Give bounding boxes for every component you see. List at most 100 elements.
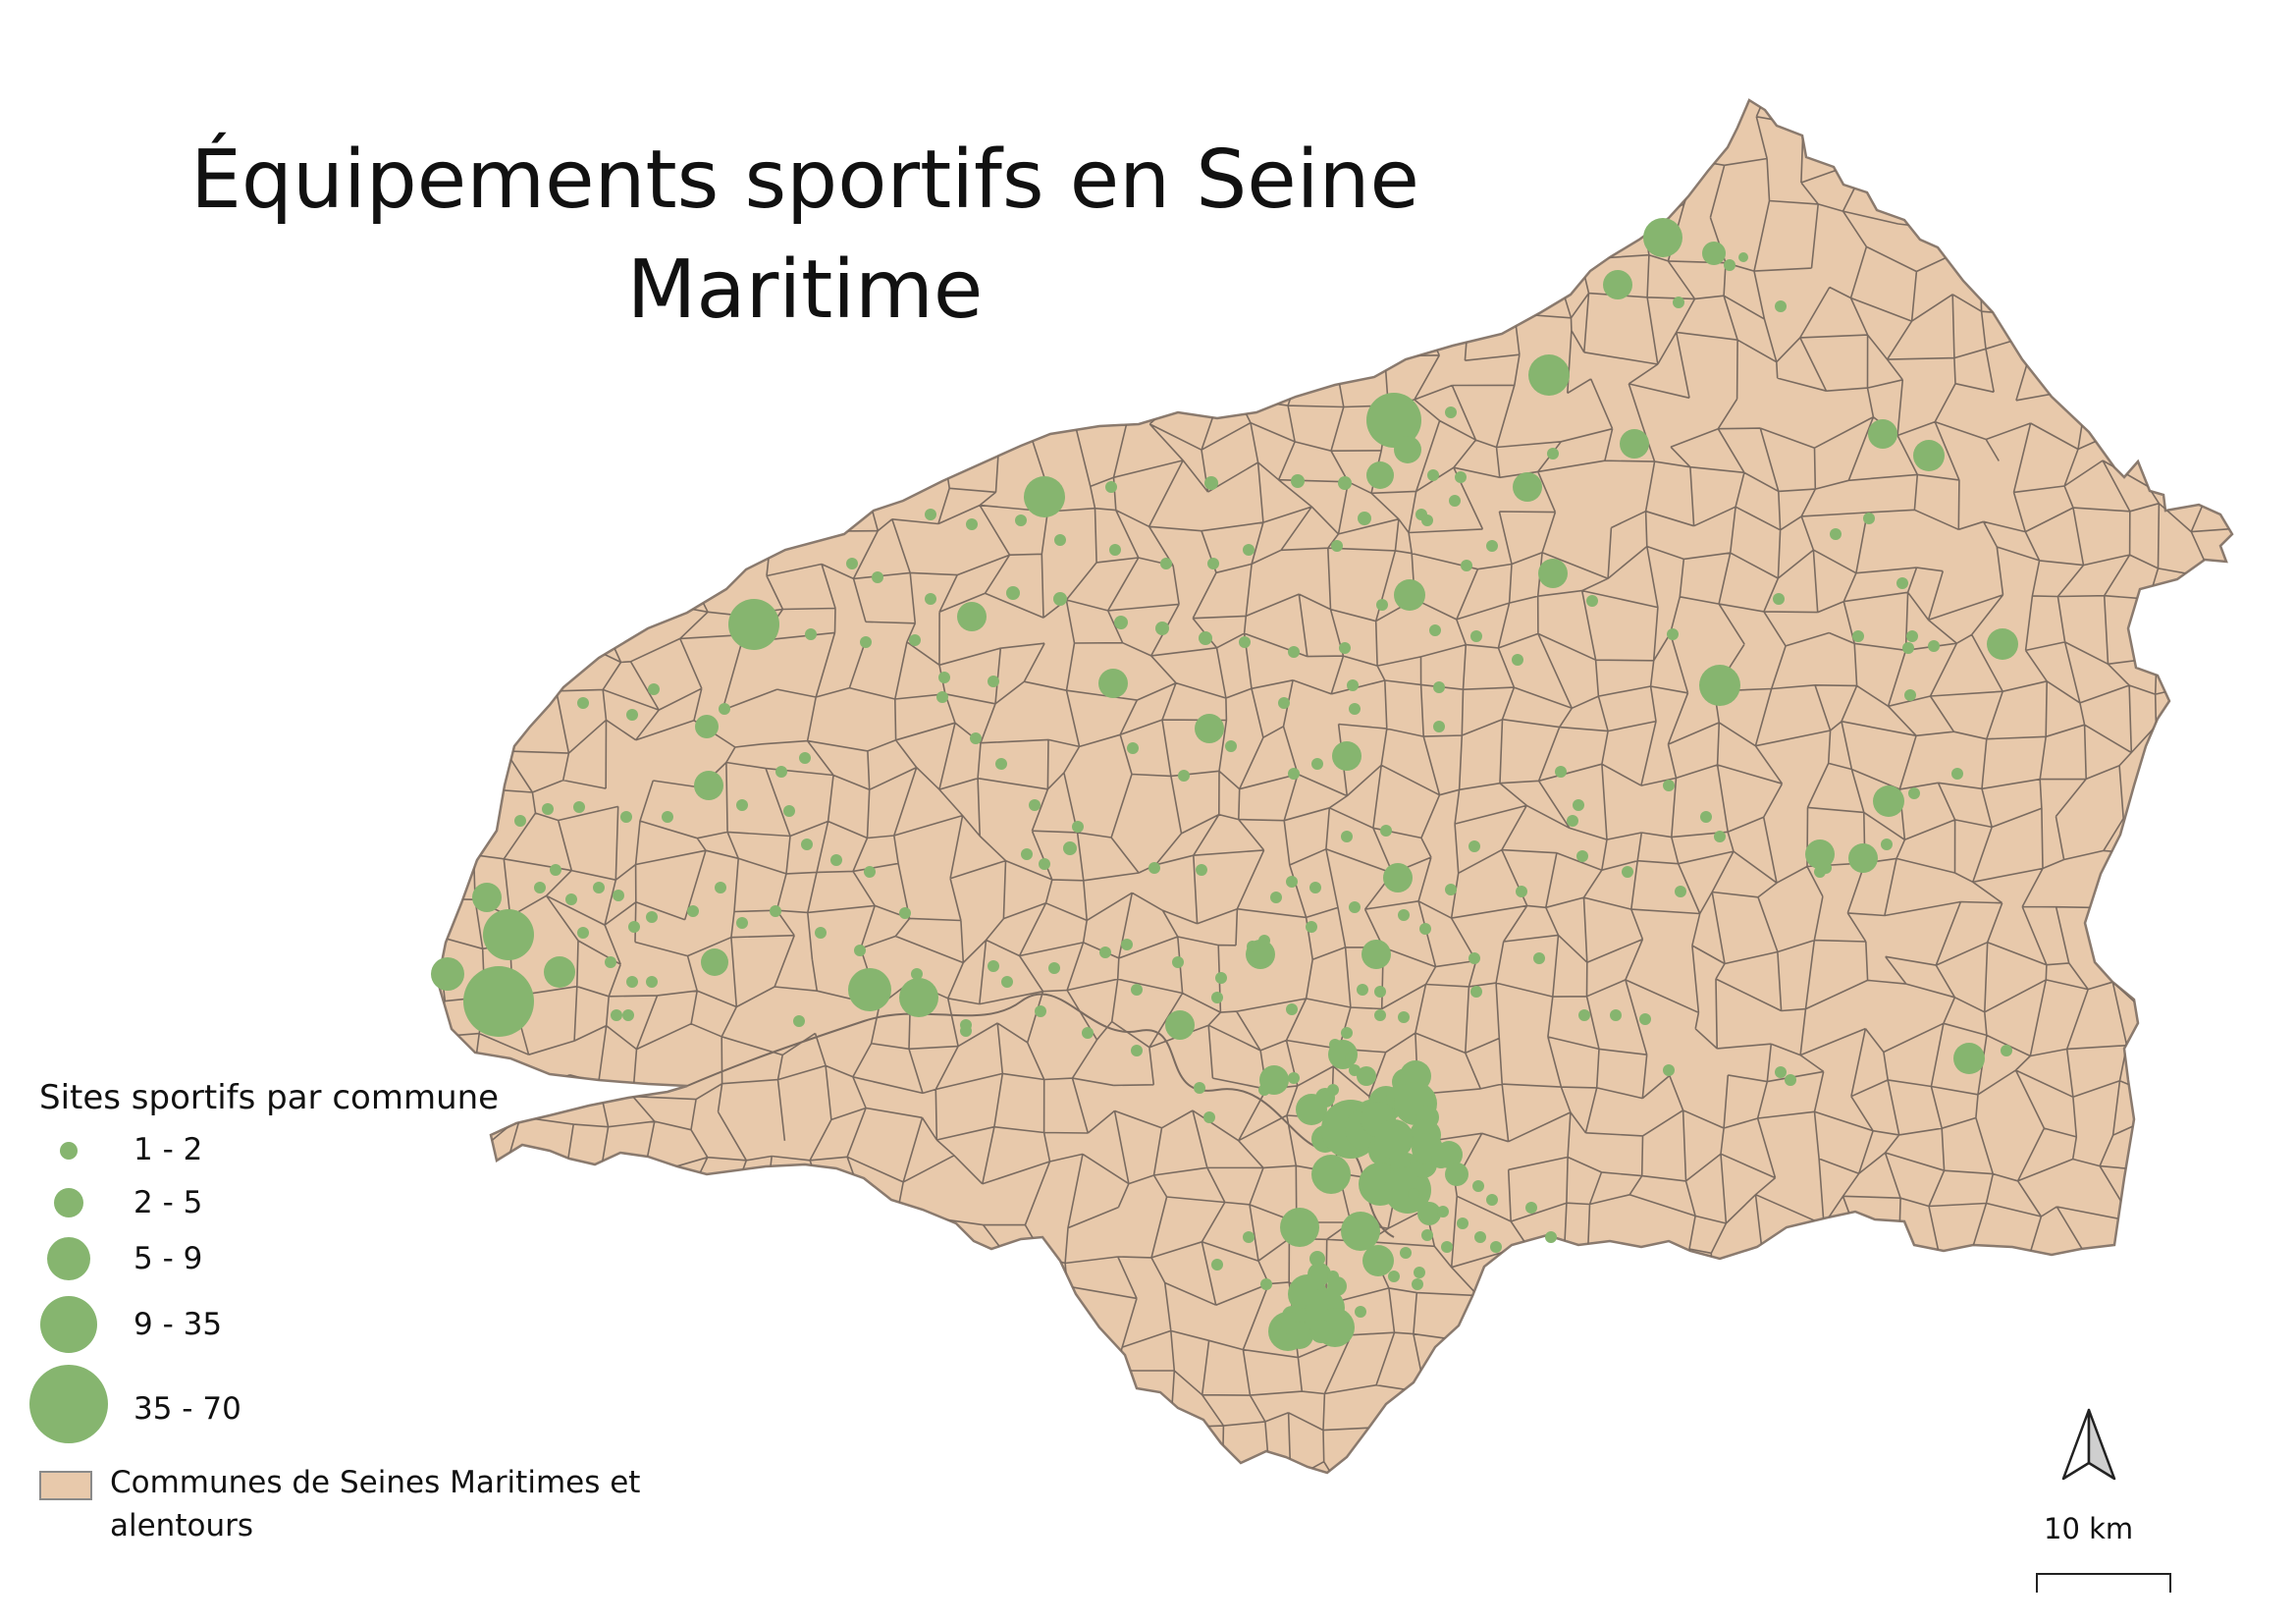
sports-site-symbol — [995, 758, 1007, 770]
sports-site-symbol — [1486, 1194, 1498, 1206]
sports-site-symbol — [1291, 474, 1305, 488]
sports-site-symbol — [1457, 1217, 1468, 1229]
sports-site-symbol — [1724, 259, 1735, 271]
sports-site-symbol — [1001, 976, 1013, 988]
sports-site-symbol — [1525, 1202, 1537, 1214]
sports-site-symbol — [1332, 741, 1362, 771]
sports-site-symbol — [1408, 1188, 1419, 1200]
sports-site-symbol — [970, 732, 982, 744]
sports-site-symbol — [1024, 476, 1065, 517]
sports-site-symbol — [938, 672, 950, 683]
sports-site-symbol — [1881, 839, 1893, 850]
sports-site-symbol — [1738, 252, 1748, 262]
sports-site-symbol — [1830, 528, 1842, 540]
sports-site-symbol — [1006, 586, 1020, 600]
sports-site-symbol — [1663, 1064, 1675, 1076]
sports-site-symbol — [1309, 1251, 1325, 1267]
sports-site-symbol — [648, 683, 660, 695]
sports-site-symbol — [1663, 780, 1675, 791]
sports-site-symbol — [1586, 595, 1598, 607]
sports-site-symbol — [1394, 436, 1421, 463]
sports-site-symbol — [1127, 742, 1139, 754]
legend-heading: Sites sportifs par commune — [39, 1078, 500, 1117]
sports-site-symbol — [1211, 992, 1223, 1003]
sports-site-symbol — [694, 771, 723, 800]
sports-site-symbol — [1278, 697, 1290, 709]
sports-site-symbol — [736, 799, 748, 811]
sports-site-symbol — [1775, 1066, 1787, 1078]
sports-site-symbol — [1376, 599, 1388, 611]
sports-site-symbol — [1215, 972, 1227, 984]
sports-site-symbol — [1380, 825, 1392, 837]
sports-site-symbol — [1286, 1322, 1313, 1349]
sports-site-symbol — [1098, 669, 1128, 698]
sports-site-symbol — [1449, 495, 1461, 507]
sports-site-symbol — [1639, 1013, 1651, 1025]
sports-site-symbol — [1533, 952, 1545, 964]
sports-site-symbol — [1178, 770, 1190, 782]
sports-site-symbol — [1035, 1005, 1046, 1017]
legend-communes-swatch — [39, 1471, 92, 1500]
sports-site-symbol — [1852, 630, 1864, 642]
sports-site-symbol — [1288, 768, 1300, 780]
sports-site-symbol — [715, 882, 726, 893]
sports-site-symbol — [1204, 476, 1218, 490]
sports-site-symbol — [1054, 534, 1066, 546]
sports-site-symbol — [1239, 636, 1251, 648]
sports-site-symbol — [1603, 270, 1632, 299]
sports-site-symbol — [611, 1009, 622, 1021]
sports-site-symbol — [1374, 1009, 1386, 1021]
sports-site-symbol — [1349, 901, 1361, 913]
sports-site-symbol — [1951, 768, 1963, 780]
sports-site-symbol — [1415, 509, 1427, 520]
sports-site-symbol — [801, 839, 813, 850]
scale-bar-line — [2036, 1573, 2171, 1593]
legend-symbol-5-9 — [47, 1237, 90, 1280]
sports-site-symbol — [628, 921, 640, 933]
sports-site-symbol — [815, 927, 827, 939]
sports-site-symbol — [775, 766, 787, 778]
sports-site-symbol — [1341, 1212, 1380, 1251]
sports-site-symbol — [1331, 540, 1343, 552]
sports-site-symbol — [514, 815, 526, 827]
sports-site-symbol — [1341, 831, 1353, 842]
sports-site-symbol — [1286, 1003, 1298, 1015]
sports-site-symbol — [1433, 681, 1445, 693]
sports-site-symbol — [1341, 1027, 1353, 1039]
sports-site-symbol — [1021, 848, 1033, 860]
sports-site-symbol — [1908, 787, 1920, 799]
sports-site-symbol — [1400, 1247, 1412, 1259]
sports-site-symbol — [1441, 1241, 1453, 1253]
sports-site-symbol — [1358, 512, 1371, 525]
sports-site-symbol — [960, 1025, 972, 1037]
sports-site-symbol — [1667, 628, 1679, 640]
sports-site-symbol — [1516, 886, 1527, 897]
sports-site-symbol — [1366, 393, 1421, 448]
sports-site-symbol — [770, 905, 781, 917]
sports-site-symbol — [793, 1015, 805, 1027]
sports-site-symbol — [846, 558, 858, 569]
sports-site-symbol — [1805, 839, 1835, 869]
sports-site-symbol — [1196, 864, 1207, 876]
sports-site-symbol — [1258, 935, 1270, 947]
sports-site-symbol — [1538, 559, 1568, 588]
sports-site-symbol — [1486, 540, 1498, 552]
sports-site-symbol — [1383, 863, 1413, 893]
sports-site-symbol — [1953, 1043, 1985, 1074]
sports-site-symbol — [1288, 646, 1300, 658]
sports-site-symbol — [1472, 1180, 1484, 1192]
sports-site-symbol — [1528, 354, 1570, 396]
sports-site-symbol — [1419, 923, 1431, 935]
sports-site-symbol — [854, 945, 866, 956]
sports-site-symbol — [1247, 941, 1258, 952]
sports-site-symbol — [1702, 242, 1726, 265]
sports-site-symbol — [1699, 665, 1740, 706]
scale-label: 10 km — [2044, 1512, 2134, 1545]
sports-site-symbol — [662, 811, 673, 823]
sports-site-symbol — [1155, 622, 1169, 635]
sports-site-symbol — [1412, 1278, 1423, 1290]
sports-site-symbol — [1913, 440, 1945, 471]
sports-site-symbol — [899, 907, 911, 919]
sports-site-symbol — [1099, 947, 1111, 958]
